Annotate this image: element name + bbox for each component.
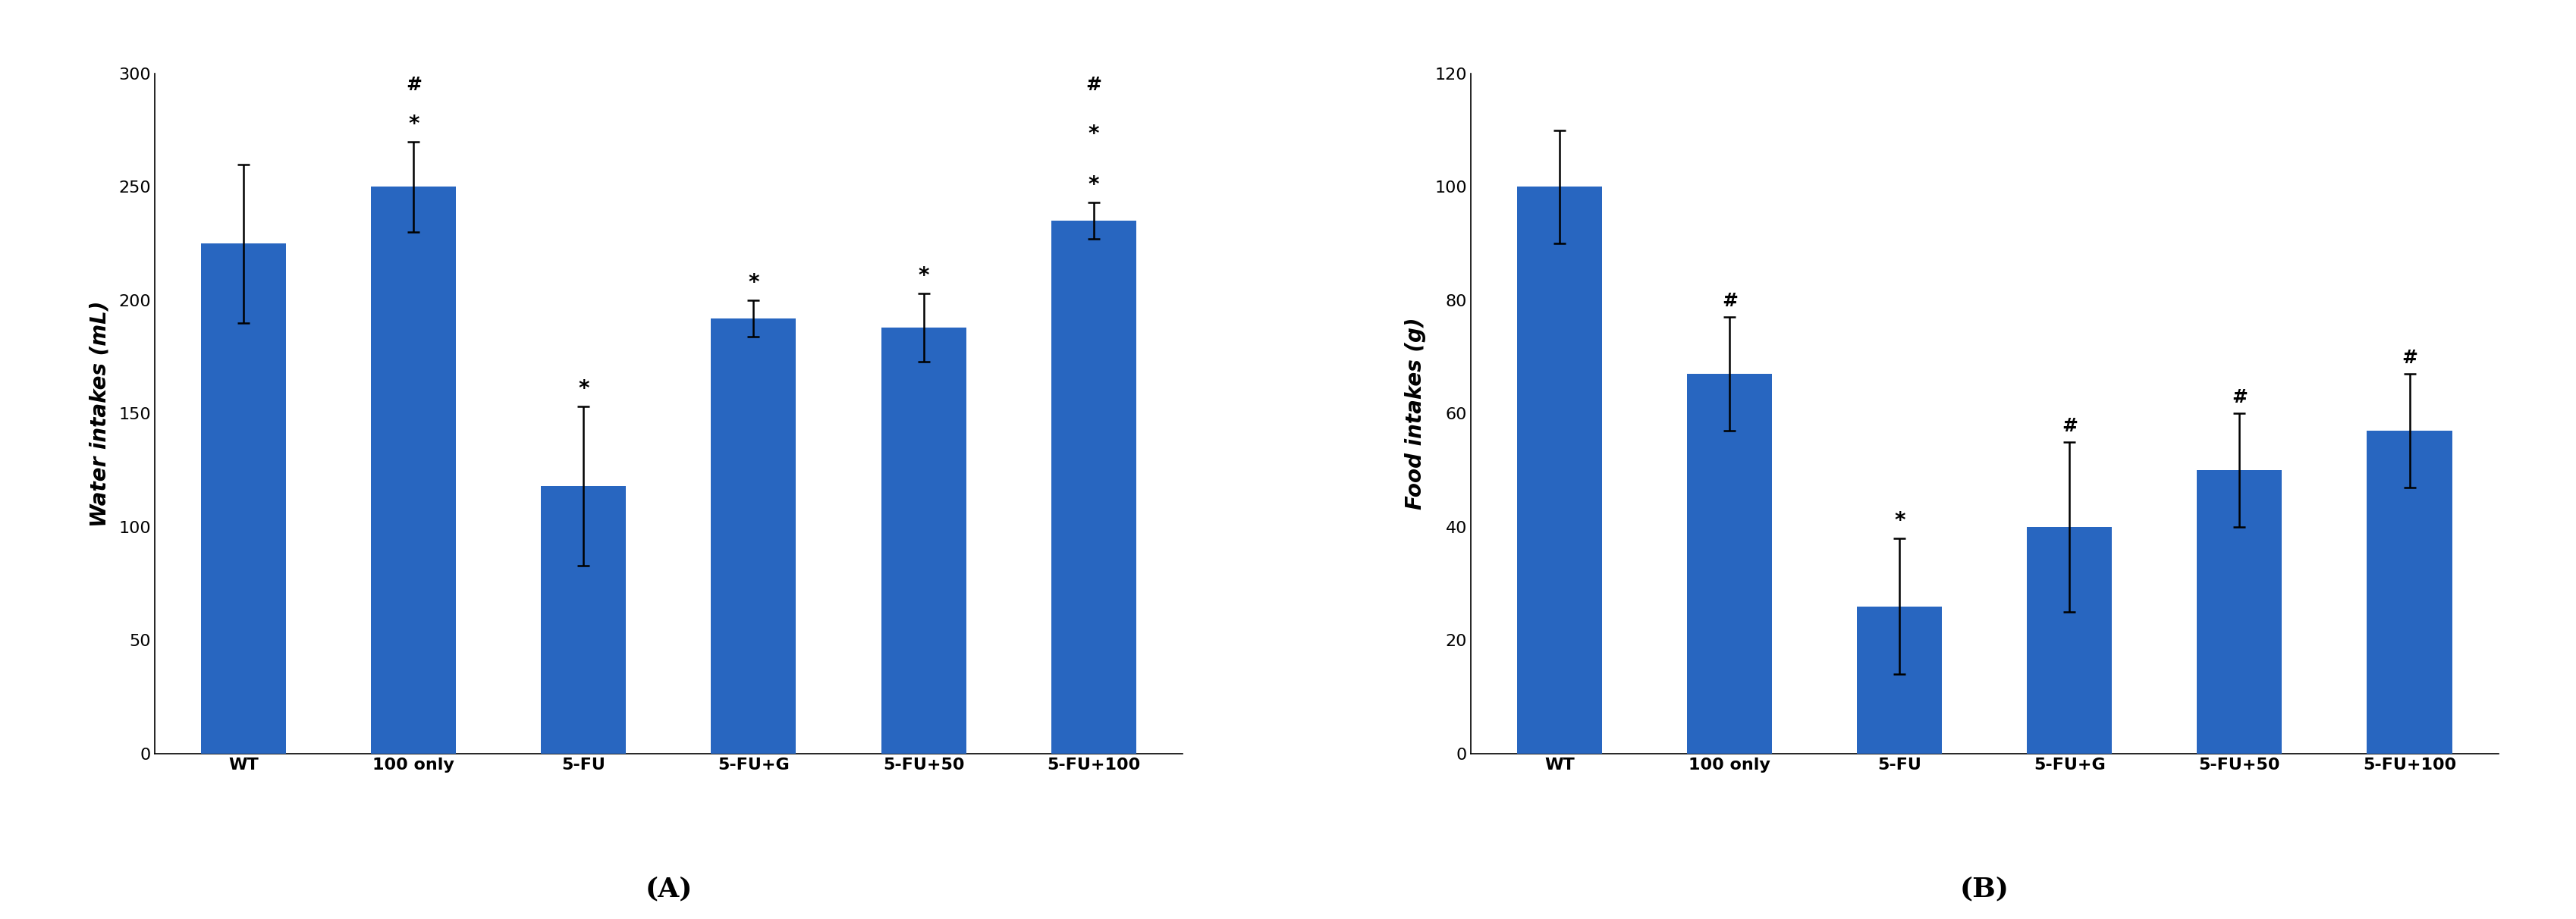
Bar xyxy=(371,187,456,754)
Bar xyxy=(541,486,626,754)
Bar xyxy=(881,327,966,754)
Text: *: * xyxy=(1087,175,1100,196)
Bar xyxy=(1517,187,1602,754)
Text: (B): (B) xyxy=(1960,876,2009,902)
Bar xyxy=(2197,471,2282,754)
Text: #: # xyxy=(1721,292,1739,311)
Y-axis label: Food intakes (g): Food intakes (g) xyxy=(1404,317,1427,510)
Bar xyxy=(1687,374,1772,754)
Bar xyxy=(2367,430,2452,754)
Text: *: * xyxy=(577,379,590,400)
Text: #: # xyxy=(407,75,422,94)
Bar xyxy=(201,244,286,754)
Text: *: * xyxy=(407,113,420,135)
Text: #: # xyxy=(1084,75,1103,94)
Text: (A): (A) xyxy=(644,876,693,902)
Bar xyxy=(711,318,796,754)
Text: *: * xyxy=(747,272,760,293)
Text: *: * xyxy=(1087,124,1100,145)
Text: #: # xyxy=(2231,389,2246,407)
Text: #: # xyxy=(2401,349,2416,367)
Bar xyxy=(1051,221,1136,754)
Text: *: * xyxy=(1893,510,1906,531)
Bar xyxy=(2027,527,2112,754)
Bar xyxy=(1857,607,1942,754)
Text: *: * xyxy=(917,266,930,287)
Text: #: # xyxy=(2061,417,2079,435)
Y-axis label: Water intakes (mL): Water intakes (mL) xyxy=(90,301,111,527)
